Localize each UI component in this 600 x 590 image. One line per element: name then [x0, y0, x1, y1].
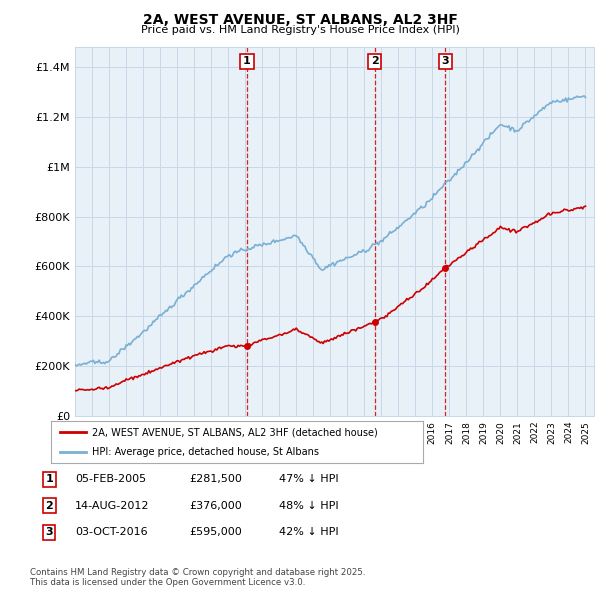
Text: Price paid vs. HM Land Registry's House Price Index (HPI): Price paid vs. HM Land Registry's House … — [140, 25, 460, 35]
Text: 2: 2 — [371, 57, 379, 67]
Text: £595,000: £595,000 — [189, 527, 242, 537]
Text: 1: 1 — [243, 57, 251, 67]
Text: 03-OCT-2016: 03-OCT-2016 — [75, 527, 148, 537]
Text: 05-FEB-2005: 05-FEB-2005 — [75, 474, 146, 484]
Text: 2: 2 — [46, 501, 53, 510]
Text: £376,000: £376,000 — [189, 501, 242, 510]
Text: 14-AUG-2012: 14-AUG-2012 — [75, 501, 149, 510]
Text: £281,500: £281,500 — [189, 474, 242, 484]
Text: 2A, WEST AVENUE, ST ALBANS, AL2 3HF: 2A, WEST AVENUE, ST ALBANS, AL2 3HF — [143, 13, 457, 27]
Text: 48% ↓ HPI: 48% ↓ HPI — [279, 501, 338, 510]
Text: 2A, WEST AVENUE, ST ALBANS, AL2 3HF (detached house): 2A, WEST AVENUE, ST ALBANS, AL2 3HF (det… — [92, 428, 377, 438]
Text: 42% ↓ HPI: 42% ↓ HPI — [279, 527, 338, 537]
Text: 3: 3 — [46, 527, 53, 537]
Text: 47% ↓ HPI: 47% ↓ HPI — [279, 474, 338, 484]
Text: 3: 3 — [441, 57, 449, 67]
Text: HPI: Average price, detached house, St Albans: HPI: Average price, detached house, St A… — [92, 447, 319, 457]
Text: 1: 1 — [46, 474, 53, 484]
Text: Contains HM Land Registry data © Crown copyright and database right 2025.
This d: Contains HM Land Registry data © Crown c… — [30, 568, 365, 587]
